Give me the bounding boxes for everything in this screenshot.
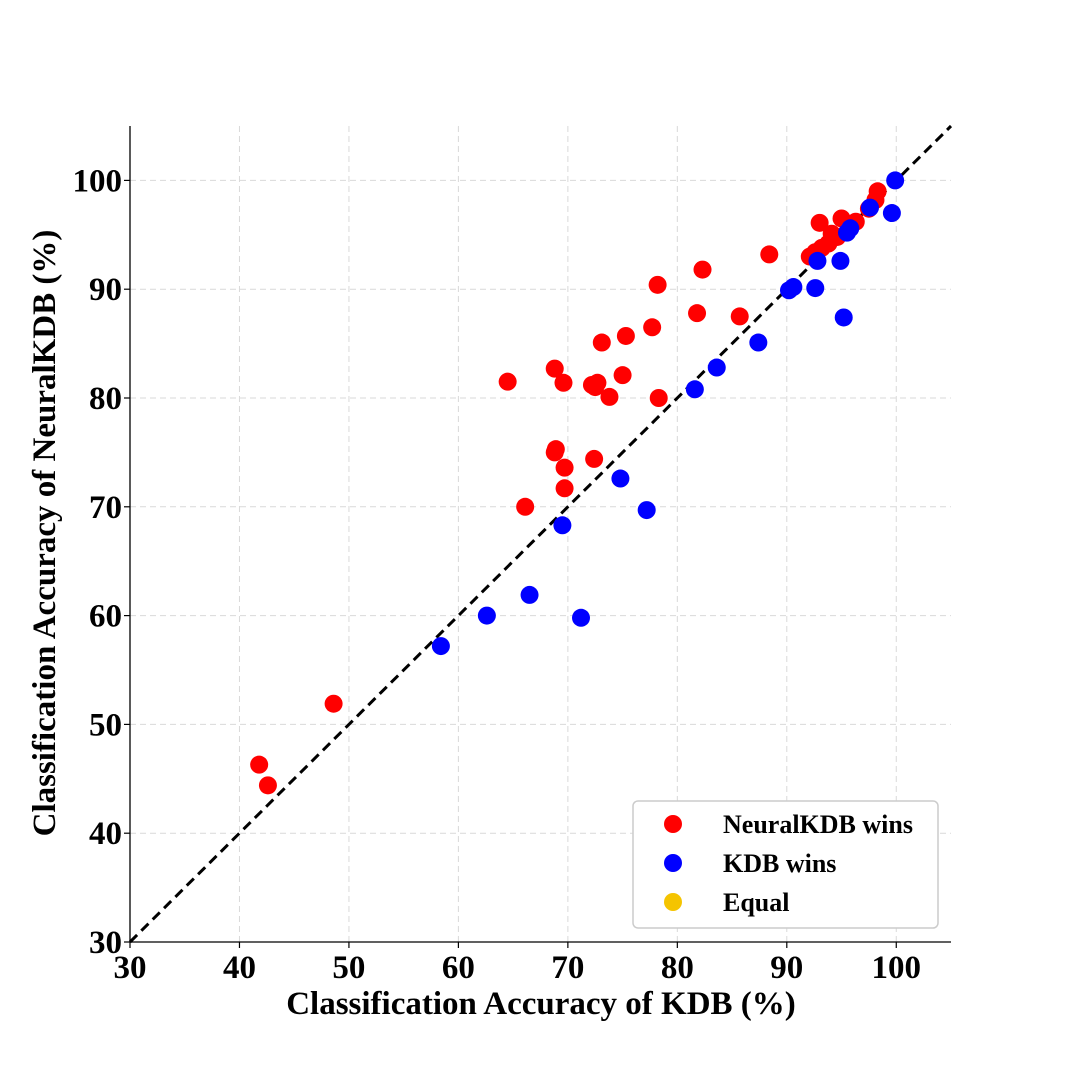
point-neuralkdb-wins (613, 366, 632, 385)
y-tick-label: 50 (89, 707, 122, 743)
point-neuralkdb-wins (516, 497, 535, 516)
point-kdb-wins (431, 637, 450, 656)
point-kdb-wins (831, 251, 850, 270)
data-points (250, 171, 905, 795)
point-neuralkdb-wins (730, 307, 749, 326)
point-neuralkdb-wins (585, 449, 604, 468)
point-neuralkdb-wins (600, 387, 619, 406)
point-kdb-wins (477, 606, 496, 625)
axes (124, 126, 951, 948)
y-tick-label: 90 (89, 272, 122, 308)
point-neuralkdb-wins (592, 333, 611, 352)
point-neuralkdb-wins (616, 326, 635, 345)
x-tick-label: 80 (661, 950, 694, 986)
legend-frame (632, 800, 939, 929)
point-kdb-wins (808, 251, 827, 270)
x-tick-label: 40 (223, 950, 256, 986)
point-kdb-wins (784, 278, 803, 297)
point-kdb-wins (707, 358, 726, 377)
x-tick-label: 30 (114, 950, 147, 986)
point-kdb-wins (685, 380, 704, 399)
point-neuralkdb-wins (258, 776, 277, 795)
y-tick-label: 70 (89, 490, 122, 526)
x-tick-label: 50 (332, 950, 365, 986)
point-neuralkdb-wins (643, 318, 662, 337)
point-neuralkdb-wins (648, 275, 667, 294)
point-neuralkdb-wins (688, 304, 707, 323)
point-neuralkdb-wins (555, 479, 574, 498)
y-axis-label: Classification Accuracy of NeuralKDB (%) (27, 230, 63, 837)
legend-label: Equal (723, 888, 790, 917)
point-neuralkdb-wins (555, 458, 574, 477)
x-axis-label: Classification Accuracy of KDB (%) (286, 986, 796, 1022)
y-tick-label: 100 (73, 163, 123, 199)
point-kdb-wins (886, 171, 905, 190)
x-tick-label: 90 (770, 950, 803, 986)
point-neuralkdb-wins (545, 443, 564, 462)
x-tick-label: 70 (551, 950, 584, 986)
y-tick-label: 80 (89, 381, 122, 417)
legend-label: KDB wins (723, 849, 836, 878)
legend-marker (664, 893, 682, 911)
point-neuralkdb-wins (810, 213, 829, 232)
point-neuralkdb-wins (324, 694, 343, 713)
point-neuralkdb-wins (554, 373, 573, 392)
point-neuralkdb-wins (760, 245, 779, 264)
point-kdb-wins (806, 279, 825, 298)
point-kdb-wins (749, 333, 768, 352)
y-tick-label: 40 (89, 816, 122, 852)
legend-label: NeuralKDB wins (723, 810, 913, 839)
point-neuralkdb-wins (868, 182, 887, 201)
legend-marker (664, 815, 682, 833)
point-kdb-wins (572, 608, 591, 627)
tick-labels: 30 40 50 60 70 80 90 100 30 40 50 60 70 80 90 100 (73, 163, 922, 986)
y-tick-label: 30 (89, 925, 122, 961)
point-kdb-wins (834, 308, 853, 327)
point-neuralkdb-wins (250, 755, 269, 774)
point-neuralkdb-wins (588, 373, 607, 392)
point-neuralkdb-wins (498, 372, 517, 391)
point-kdb-wins (860, 198, 879, 217)
x-tick-label: 100 (872, 950, 922, 986)
y-tick-label: 60 (89, 599, 122, 635)
legend-marker (664, 854, 682, 872)
point-neuralkdb-wins (693, 260, 712, 279)
point-kdb-wins (882, 204, 901, 223)
x-tick-label: 60 (442, 950, 475, 986)
point-kdb-wins (520, 585, 539, 604)
point-kdb-wins (637, 501, 656, 520)
point-kdb-wins (611, 469, 630, 488)
point-neuralkdb-wins (649, 389, 668, 407)
legend: NeuralKDB wins KDB wins Equal (632, 800, 939, 929)
point-kdb-wins (553, 516, 572, 535)
point-neuralkdb-wins (545, 359, 564, 378)
point-kdb-wins (841, 219, 860, 238)
